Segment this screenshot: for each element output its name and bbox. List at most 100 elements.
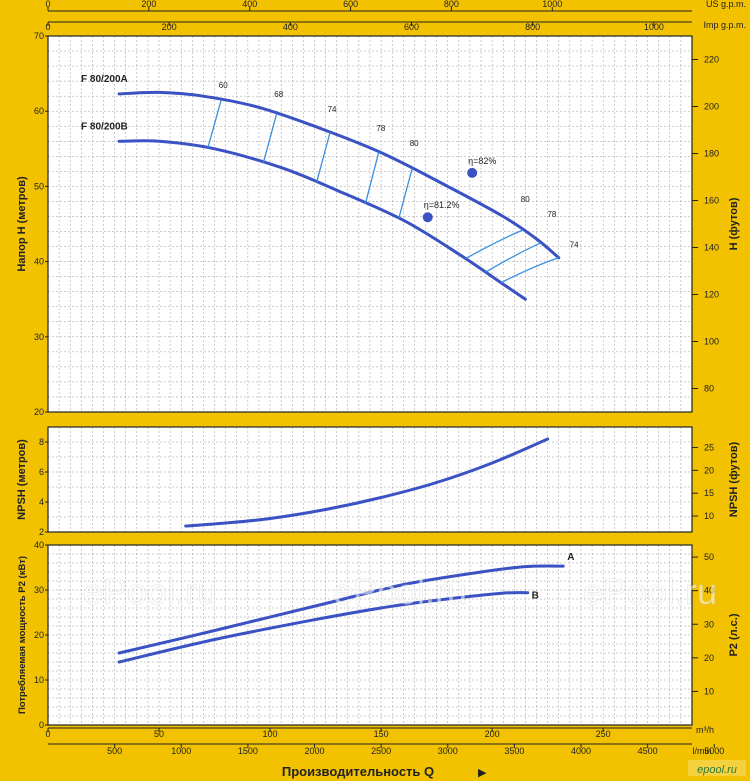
- efficiency-marker: [467, 167, 478, 178]
- head-y2-tick-label: 180: [704, 149, 719, 159]
- watermark-text: ePool.ru: [333, 571, 467, 612]
- power-y2-tick-label: 30: [704, 619, 714, 629]
- iso-efficiency-line: [485, 242, 542, 273]
- head-y-tick-label: 40: [34, 257, 44, 267]
- head-y2-axis-title: H (футов): [728, 197, 740, 250]
- iso-efficiency-label: 78: [547, 210, 556, 219]
- efficiency-marker: [422, 212, 433, 223]
- iso-efficiency-line: [500, 257, 559, 284]
- lmin-scale-tick-label: 5000: [704, 746, 724, 756]
- imp-gpm-scale-tick-label: 1000: [644, 22, 664, 32]
- lmin-scale-tick-label: 2000: [304, 746, 324, 756]
- head-y-tick-label: 30: [34, 332, 44, 342]
- m3h-scale: 0 50 100 150 200 250: [45, 727, 692, 739]
- head-y2-tick-label: 200: [704, 102, 719, 112]
- power-y-axis-title: Потребляемая мощность P2 (кВт): [17, 556, 28, 714]
- head-frame: [47, 35, 693, 413]
- power-series-line: [117, 591, 530, 664]
- imp-gpm-scale-tick-label: 800: [525, 22, 540, 32]
- imp-gpm-scale-tick-label: 200: [162, 22, 177, 32]
- lmin-scale-tick-label: 2500: [371, 746, 391, 756]
- power-y2-tick-label: 50: [704, 552, 714, 562]
- chart-panels: 20304050607080100120140160180200220Напор…: [16, 31, 740, 730]
- head-y-axis-title: Напор H (метров): [16, 176, 28, 272]
- lmin-scale-tick-label: 3000: [438, 746, 458, 756]
- m3h-scale-tick-label: 250: [596, 729, 611, 739]
- m3h-scale-tick-label: 150: [374, 729, 389, 739]
- iso-efficiency-label: 80: [521, 195, 530, 204]
- npsh-y2-axis-title: NPSH (футов): [728, 441, 740, 517]
- efficiency-marker-label: η=81.2%: [424, 200, 460, 210]
- x-axis-arrow-icon: ▶: [478, 767, 487, 779]
- iso-efficiency-label: 74: [328, 105, 337, 114]
- npsh-y-tick-label: 8: [39, 437, 44, 447]
- iso-efficiency-label: 80: [410, 139, 419, 148]
- m3h-unit: m³/h: [696, 725, 714, 735]
- npsh-y-tick-label: 2: [39, 527, 44, 537]
- iso-efficiency-line: [364, 151, 380, 204]
- m3h-scale-tick-label: 200: [485, 729, 500, 739]
- m3h-scale-tick-label: 50: [154, 729, 164, 739]
- npsh-y2-tick-label: 25: [704, 443, 714, 453]
- chart-panel-power: 0 10 20 30 40 10 20 30 40 50 Потребляемая мощность…: [17, 540, 740, 730]
- us-gpm-scale: 0 200 400 600 800 1000: [45, 0, 692, 12]
- watermark-text: ePool.ru: [583, 571, 717, 612]
- npsh-y-tick-label: 4: [39, 497, 44, 507]
- npsh-y2-tick-label: 10: [704, 511, 714, 521]
- lmin-scale-tick-label: 4500: [638, 746, 658, 756]
- iso-efficiency-lines: [207, 99, 559, 284]
- imp-gpm-unit: Imp g.p.m.: [703, 20, 746, 30]
- us-gpm-scale-tick-label: 600: [343, 0, 358, 9]
- unit-scales: 0 200 400 600 800 1000 US g.p.m.0 200 400 600 800 1…: [45, 0, 746, 756]
- power-y-tick-label: 30: [34, 585, 44, 595]
- us-gpm-scale-tick-label: 0: [45, 0, 50, 9]
- head-y-tick-label: 50: [34, 181, 44, 191]
- us-gpm-scale-tick-label: 800: [444, 0, 459, 9]
- iso-efficiency-label: 60: [219, 81, 228, 90]
- iso-efficiency-label: 74: [570, 240, 579, 249]
- head-y2-tick-label: 80: [704, 384, 714, 394]
- corner-logo-text: epool.ru: [697, 764, 737, 776]
- m3h-scale-tick-label: 100: [263, 729, 278, 739]
- iso-efficiency-line: [262, 113, 278, 163]
- power-y2-tick-label: 10: [704, 686, 714, 696]
- watermark-text: ePool.ru: [83, 571, 217, 612]
- head-series-line: [117, 139, 527, 301]
- x-axis-title: Производительность Q: [282, 764, 434, 779]
- imp-gpm-scale: 020040060080010001200: [45, 21, 692, 32]
- npsh-y2-tick-label: 20: [704, 465, 714, 475]
- head-y2-tick-label: 160: [704, 196, 719, 206]
- lmin-scale-tick-label: 4000: [571, 746, 591, 756]
- chart-panel-npsh: 2 4 6 8 10 15 20 25 NPSH (метров) NPSH (футов): [16, 426, 740, 537]
- power-y2-axis-title: P2 (л.с.): [728, 613, 740, 656]
- power-y-tick-label: 10: [34, 675, 44, 685]
- head-y-tick-label: 20: [34, 407, 44, 417]
- head-y2-tick-label: 140: [704, 243, 719, 253]
- lmin-scale-tick-label: 1500: [238, 746, 258, 756]
- iso-efficiency-line: [465, 229, 524, 260]
- iso-efficiency-line: [207, 99, 222, 149]
- head-grid: [48, 36, 692, 412]
- power-y-tick-label: 40: [34, 540, 44, 550]
- npsh-y2-tick-label: 15: [704, 488, 714, 498]
- power-series-line: [117, 564, 565, 655]
- npsh-y-tick-label: 6: [39, 467, 44, 477]
- imp-gpm-scale-tick-label: 600: [404, 22, 419, 32]
- power-y2-tick-label: 40: [704, 586, 714, 596]
- npsh-grid: [48, 427, 692, 532]
- series-label: B: [532, 591, 539, 602]
- lmin-scale-tick-label: 3500: [504, 746, 524, 756]
- power-y-tick-label: 20: [34, 630, 44, 640]
- us-gpm-scale-tick-label: 1000: [542, 0, 562, 9]
- npsh-y-axis-title: NPSH (метров): [16, 439, 28, 520]
- power-y-tick-label: 0: [39, 720, 44, 730]
- lmin-unit: l/min: [692, 746, 711, 756]
- series-label: F 80/200B: [81, 121, 128, 132]
- power-y2-tick-label: 20: [704, 653, 714, 663]
- iso-efficiency-label: 68: [274, 90, 283, 99]
- imp-gpm-scale-tick-label: 400: [283, 22, 298, 32]
- head-series-line: [117, 90, 561, 260]
- iso-efficiency-line: [316, 132, 331, 183]
- us-gpm-scale-tick-label: 400: [242, 0, 257, 9]
